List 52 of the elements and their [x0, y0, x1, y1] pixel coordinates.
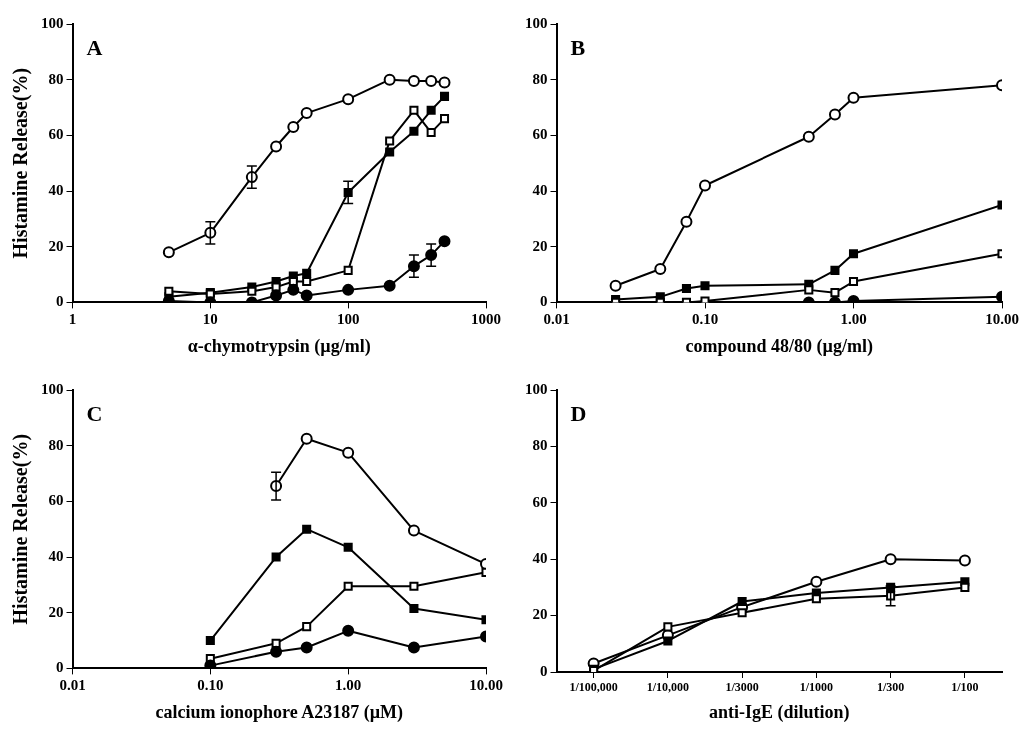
y-tick-label: 20: [532, 606, 548, 623]
x-tick-label: 1/1000: [799, 680, 834, 695]
y-tick-label: 20: [48, 237, 64, 254]
x-tick-label: 1.00: [840, 311, 867, 328]
y-tick-label: 100: [41, 14, 64, 31]
y-tick-label: 40: [532, 550, 548, 567]
y-tick-label: 60: [532, 493, 548, 510]
y-tick-label: 100: [525, 380, 548, 397]
x-tick-label: 1/100: [951, 680, 979, 695]
x-axis-title: anti-IgE (dilution): [708, 701, 850, 723]
y-tick-label: 0: [540, 662, 548, 679]
x-tick-label: 0.01: [59, 677, 86, 694]
y-tick-label: 0: [56, 659, 64, 676]
annotation: C: [86, 400, 103, 426]
y-axis-title: Histamine Release(%): [9, 67, 33, 259]
annotation: A: [86, 34, 103, 60]
y-tick-label: 40: [48, 181, 64, 198]
x-tick-label: 1/3000: [725, 680, 759, 695]
y-tick-label: 80: [48, 436, 64, 453]
y-tick-label: 60: [532, 126, 548, 143]
annotation: D: [570, 400, 587, 426]
y-tick-label: 40: [532, 181, 548, 198]
x-tick-label: 0.10: [691, 311, 719, 328]
x-tick-label: 10.00: [469, 677, 503, 694]
y-tick-label: 80: [48, 70, 64, 87]
x-tick-label: 1/100,000: [569, 680, 618, 695]
x-axis-title: α-chymotrypsin (µg/ml): [187, 335, 371, 357]
y-tick-label: 0: [540, 293, 548, 310]
y-tick-label: 20: [48, 603, 64, 620]
y-tick-label: 100: [525, 14, 548, 31]
y-tick-label: 20: [532, 237, 548, 254]
x-tick-label: 1000: [471, 311, 501, 328]
x-tick-label: 0.10: [197, 677, 224, 694]
y-tick-label: 100: [41, 380, 64, 397]
x-tick-label: 10: [202, 311, 218, 328]
y-tick-label: 80: [532, 437, 548, 454]
y-tick-label: 80: [532, 70, 548, 87]
x-tick-label: 10.00: [985, 311, 1019, 328]
y-tick-label: 60: [48, 126, 64, 143]
x-axis-title: compound 48/80 (µg/ml): [685, 335, 873, 357]
x-axis-title: calcium ionophore A23187 (µM): [155, 701, 404, 723]
x-tick-label: 1.00: [335, 677, 362, 694]
y-axis-title: Histamine Release(%): [9, 433, 33, 625]
y-tick-label: 40: [48, 547, 64, 564]
y-tick-label: 60: [48, 492, 64, 509]
y-tick-label: 0: [56, 293, 64, 310]
x-tick-label: 0.01: [543, 311, 570, 328]
x-tick-label: 100: [336, 311, 360, 328]
x-tick-label: 1: [68, 311, 77, 328]
annotation: B: [570, 34, 586, 60]
x-tick-label: 1/300: [876, 680, 905, 695]
x-tick-label: 1/10,000: [646, 680, 690, 695]
